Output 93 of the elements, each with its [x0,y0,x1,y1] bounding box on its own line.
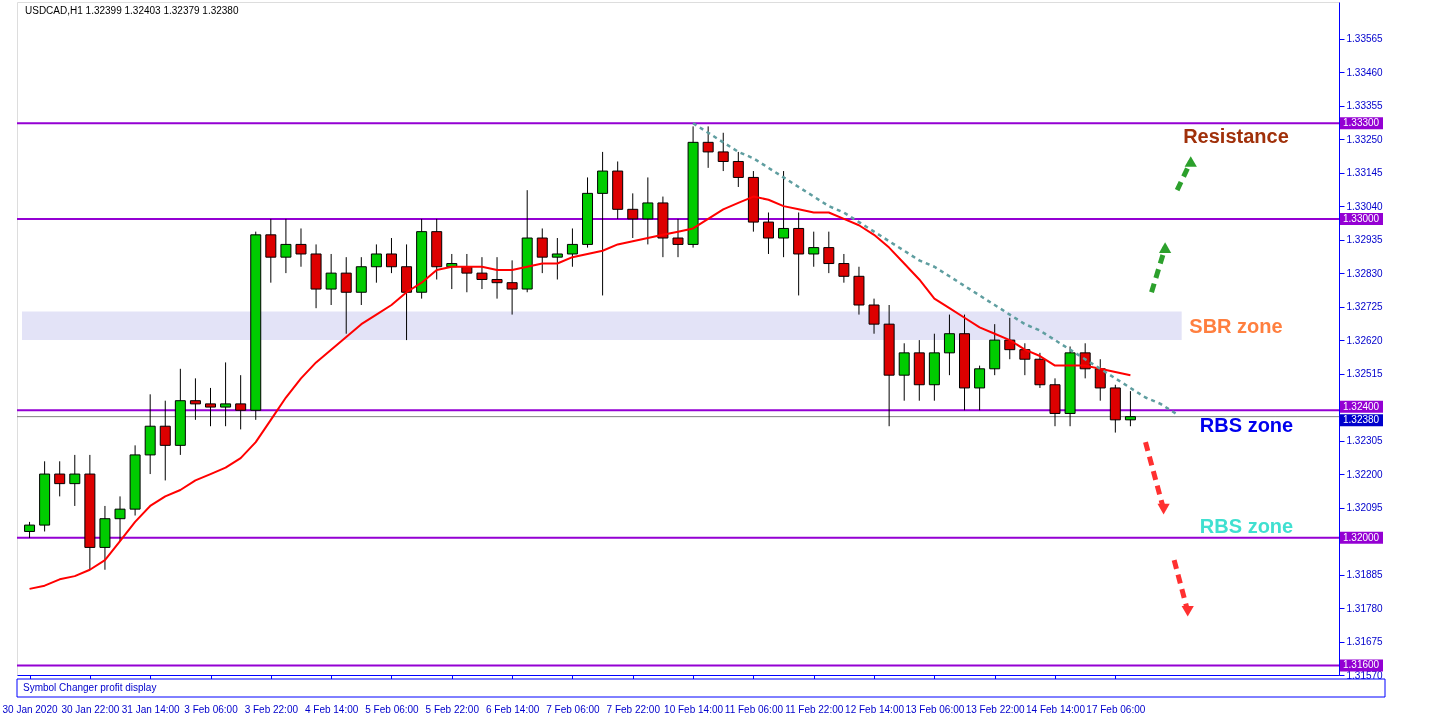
x-tick-label: 5 Feb 06:00 [365,703,420,715]
y-tick-label: 1.33460 [1346,66,1384,78]
annotation: Resistance [1183,125,1289,148]
candlestick [732,151,744,188]
x-tick-label: 13 Feb 22:00 [965,703,1026,715]
ref-line-label: 1.32000 [1343,531,1380,543]
annotation: RBS zone [1199,413,1294,436]
x-tick-label: 6 Feb 14:00 [485,703,540,715]
y-tick-label: 1.33355 [1346,100,1384,112]
y-tick-label: 1.32200 [1346,468,1384,480]
candlestick [295,227,307,268]
ref-line-label: 1.33000 [1343,212,1380,224]
x-tick-label: 7 Feb 06:00 [546,703,601,715]
y-tick-label: 1.31885 [1346,569,1384,581]
ref-line-label: 1.31600 [1343,659,1380,671]
text: Symbol Changer profit display [23,682,157,693]
candlestick [235,374,247,430]
candlestick [823,231,835,274]
candlestick [551,237,563,280]
candlestick [280,218,292,274]
candlestick [265,218,277,284]
y-tick-label: 1.32095 [1346,502,1384,514]
candlestick [717,132,729,172]
x-tick-label: 30 Jan 22:00 [61,703,120,715]
candlestick [868,298,880,335]
candlestick [943,314,955,376]
candlestick [491,256,503,300]
candlestick [702,125,714,169]
candlestick [627,192,639,239]
candlestick [672,218,684,258]
ref-line-label: 1.32380 [1343,414,1380,426]
candlestick [642,176,654,245]
x-tick-label: 3 Feb 06:00 [184,703,239,715]
candlestick [189,377,201,421]
line-series [691,121,1177,415]
candlestick [325,253,337,306]
x-tick-label: 11 Feb 06:00 [724,703,784,715]
x-tick-label: 11 Feb 22:00 [785,703,844,715]
candlestick [114,495,126,542]
candlestick [69,454,81,507]
candlestick [974,365,986,411]
x-tick-label: 4 Feb 14:00 [304,703,359,715]
candlestick [597,151,609,296]
candlestick [838,253,850,284]
candlestick [1019,342,1031,376]
x-tick-label: 17 Feb 06:00 [1086,703,1146,715]
y-tick-label: 1.32830 [1346,267,1384,279]
x-tick-label: 14 Feb 14:00 [1026,703,1086,715]
y-tick-label: 1.33250 [1346,133,1384,145]
candlestick [1124,390,1136,427]
line-series [28,195,1132,590]
y-tick-label: 1.33565 [1346,33,1384,45]
chart-title: USDCAD,H1 1.32399 1.32403 1.32379 1.32380 [25,5,239,16]
y-tick-label: 1.32515 [1346,368,1384,380]
x-tick-label: 5 Feb 22:00 [425,703,480,715]
y-tick-label: 1.31780 [1346,602,1384,614]
candlestick [808,231,820,268]
candlestick [370,243,382,284]
candlestick [159,400,171,481]
candlestick [385,237,397,274]
candlestick [506,259,518,316]
candlestick [220,361,232,427]
x-tick-label: 10 Feb 14:00 [664,703,724,715]
candlestick [898,342,910,402]
x-tick-label: 3 Feb 22:00 [244,703,299,715]
candlestick [461,253,473,293]
candlestick [1094,358,1106,402]
ref-line-label: 1.33300 [1343,117,1380,129]
annotation: SBR zone [1189,315,1283,338]
y-tick-label: 1.31570 [1346,669,1384,681]
y-tick-label: 1.31675 [1346,636,1384,648]
candlestick [54,460,66,497]
y-tick-label: 1.32305 [1346,435,1384,447]
x-tick-label: 7 Feb 22:00 [606,703,661,715]
y-tick-label: 1.33040 [1346,200,1384,212]
x-tick-label: 31 Jan 14:00 [121,703,181,715]
ref-line-label: 1.32400 [1343,400,1380,412]
y-tick-label: 1.32935 [1346,234,1384,246]
candlestick [205,387,217,427]
candlestick [536,227,548,274]
candlestick [476,256,488,290]
y-tick-label: 1.33145 [1346,167,1384,179]
x-tick-label: 12 Feb 14:00 [845,703,905,715]
annotation: RBS zone [1199,514,1294,537]
candlestick [566,227,578,268]
y-tick-label: 1.32620 [1346,334,1384,346]
x-tick-label: 13 Feb 06:00 [905,703,965,715]
y-tick-label: 1.32725 [1346,301,1384,313]
x-tick-label: 30 Jan 2020 [2,703,58,715]
candlestick [762,212,774,255]
candlestick [1004,317,1016,360]
candlestick [778,170,790,258]
candlestick [340,256,352,335]
